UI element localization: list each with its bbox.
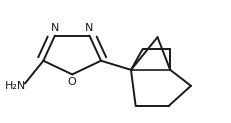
Text: N: N xyxy=(85,23,93,33)
Text: H₂N: H₂N xyxy=(5,81,26,91)
Text: N: N xyxy=(51,23,59,33)
Text: O: O xyxy=(67,77,76,87)
